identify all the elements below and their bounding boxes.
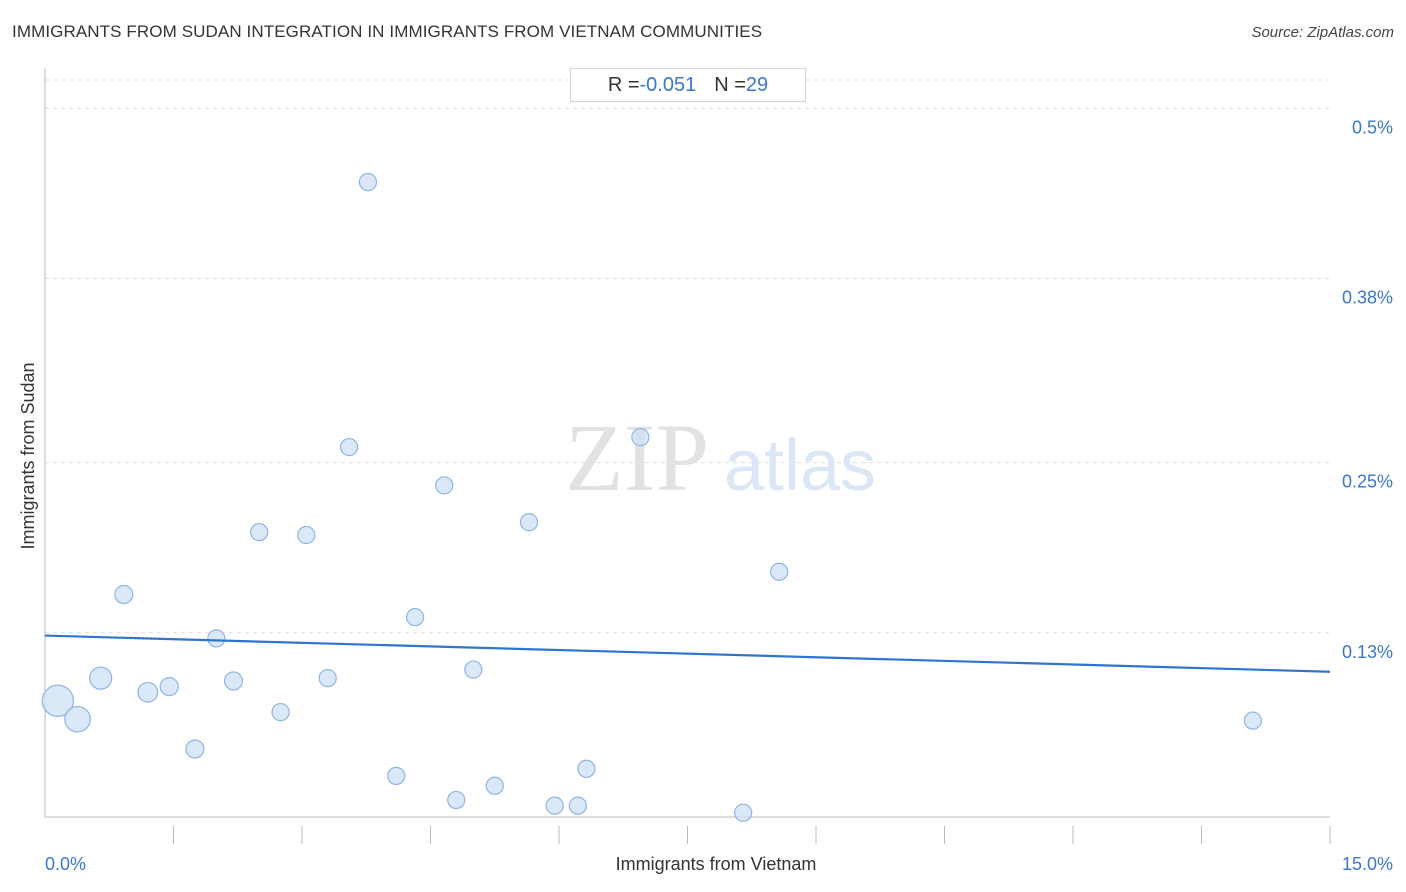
- y-tick-label: 0.13%: [1342, 642, 1393, 662]
- source-label: Source: ZipAtlas.com: [1251, 24, 1394, 41]
- r-label: R =: [607, 73, 640, 96]
- x-tick-label: 15.0%: [1342, 854, 1393, 874]
- n-label: N =: [714, 73, 746, 96]
- watermark-zip: ZIP: [565, 404, 709, 511]
- data-point: [577, 759, 596, 778]
- data-point: [114, 584, 134, 605]
- y-axis-label: Immigrants from Sudan: [18, 362, 38, 549]
- x-tick-label: 0.0%: [45, 854, 86, 874]
- data-point: [1243, 711, 1263, 730]
- data-point: [387, 766, 406, 786]
- data-point: [223, 671, 244, 691]
- x-axis-label: Immigrants from Vietnam: [616, 854, 817, 874]
- y-tick-label: 0.5%: [1352, 117, 1393, 137]
- data-point: [297, 525, 316, 545]
- data-point: [137, 681, 159, 703]
- grid-lines: [45, 79, 1330, 634]
- data-point: [89, 666, 113, 690]
- data-point: [185, 739, 205, 759]
- y-tick-label: 0.38%: [1342, 287, 1393, 307]
- y-tick-label: 0.25%: [1342, 472, 1393, 492]
- data-point: [435, 476, 454, 495]
- watermark-atlas: atlas: [724, 426, 876, 506]
- data-point: [339, 437, 359, 457]
- data-point: [519, 513, 539, 532]
- data-point: [770, 562, 789, 581]
- data-point: [271, 702, 290, 722]
- trend-line: [44, 634, 1331, 673]
- data-point: [358, 172, 378, 192]
- data-point: [631, 428, 650, 447]
- data-point: [568, 796, 587, 815]
- data-point: [464, 660, 483, 679]
- r-value: -0.051: [639, 73, 697, 96]
- data-point: [41, 684, 75, 717]
- data-point: [545, 796, 564, 815]
- data-point: [159, 677, 179, 697]
- data-point: [405, 608, 425, 627]
- n-value: 29: [745, 73, 769, 96]
- data-point: [207, 629, 226, 648]
- data-points: [41, 172, 1263, 822]
- data-point: [250, 522, 269, 542]
- tick-labels: 0.5% 0.38% 0.25% 0.13% 0.0% 15.0%: [45, 117, 1393, 874]
- chart-title: IMMIGRANTS FROM SUDAN INTEGRATION IN IMM…: [12, 22, 763, 41]
- data-point: [64, 705, 91, 733]
- correlation-stats: R = -0.051 N = 29: [570, 68, 806, 102]
- watermark: ZIP atlas: [565, 404, 876, 511]
- data-point: [447, 790, 466, 810]
- trend-line-path: [44, 634, 1331, 673]
- data-point: [318, 668, 337, 688]
- data-point: [485, 776, 504, 795]
- data-point: [734, 803, 753, 822]
